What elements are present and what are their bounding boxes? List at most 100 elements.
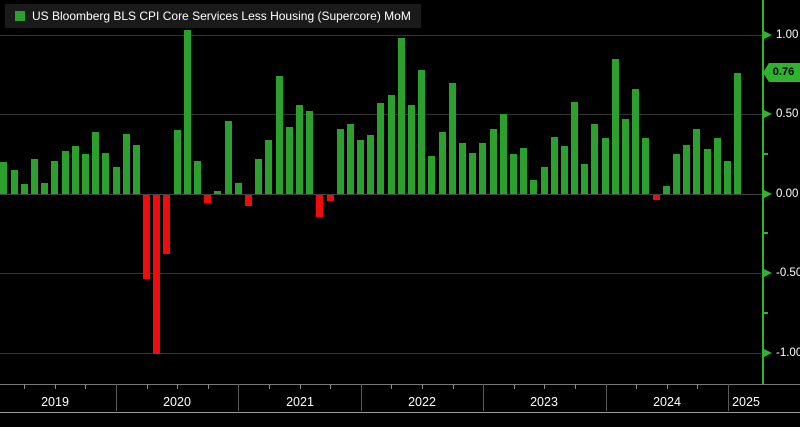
bar-2020-03 [143,195,151,279]
bar-2019-04 [31,159,38,194]
bar-2024-11 [713,138,721,194]
bar-2023-07 [550,137,558,194]
bar-2020-05 [163,195,171,254]
bar-2021-07 [306,111,314,194]
y-minor-tick [763,153,768,155]
bar-2019-10 [92,132,100,194]
bar-2020-07 [183,30,191,194]
bar-2022-06 [418,70,426,194]
year-label-2019: 2019 [41,395,69,409]
year-divider [116,384,117,411]
bar-2024-10 [703,149,711,194]
bar-2019-09 [81,154,89,194]
year-label-2024: 2024 [653,395,681,409]
bar-2021-11 [346,124,354,194]
quarter-tick [177,384,178,389]
bar-2019-08 [71,146,79,194]
gridline [0,273,763,274]
bar-2024-01 [611,59,619,194]
bar-2021-05 [285,127,293,194]
bar-2021-02 [255,159,263,194]
year-divider [361,384,362,411]
y-tick-arrow [764,190,772,198]
y-axis-label: -0.50 [776,267,800,279]
y-tick-arrow [764,269,772,277]
bar-2023-11 [591,124,599,194]
bar-2022-12 [479,143,487,194]
gridline [0,35,763,36]
bar-2019-02 [10,170,18,194]
bar-2021-10 [336,129,344,194]
bar-2021-04 [275,76,283,194]
bar-2024-05 [652,195,660,200]
bar-2019-01 [0,162,8,194]
quarter-tick [422,384,423,389]
bar-2022-07 [428,156,436,194]
y-tick-arrow [764,349,772,357]
year-label-2025: 2025 [732,395,760,409]
bar-2023-08 [560,146,568,194]
quarter-tick [24,384,25,389]
quarter-tick [208,384,209,389]
bar-2022-04 [397,38,405,194]
y-minor-tick [763,312,768,314]
bar-2023-05 [530,180,538,194]
bar-2024-03 [632,89,640,194]
bar-2022-11 [469,153,477,194]
bar-2021-08 [316,195,324,217]
bar-2024-08 [683,145,691,194]
year-label-2020: 2020 [163,395,191,409]
bar-2021-12 [357,140,364,194]
bar-2022-03 [387,95,395,194]
bar-2022-08 [438,132,446,194]
bar-2023-09 [571,102,578,194]
footer-separator [0,412,800,413]
year-divider [606,384,607,411]
quarter-tick [697,384,698,389]
y-axis-label: 0.50 [776,108,799,120]
bar-2022-10 [458,143,466,194]
y-axis-label: 0.00 [776,188,799,200]
y-axis-label: -1.00 [776,347,800,359]
bar-2024-09 [693,129,701,194]
bar-2019-12 [112,167,120,194]
bar-2022-01 [367,135,375,194]
bar-2020-02 [132,145,140,194]
bar-2020-04 [153,195,161,354]
bar-2020-06 [173,130,181,194]
quarter-tick [453,384,454,389]
bar-2020-01 [122,134,130,194]
zero-gridline [0,194,763,195]
series-label: US Bloomberg BLS CPI Core Services Less … [32,9,411,23]
bar-2022-09 [448,83,456,194]
bar-2021-01 [245,195,252,206]
x-axis-line [0,384,800,385]
bar-2024-02 [622,119,629,194]
quarter-tick [269,384,270,389]
bar-2021-06 [295,105,303,194]
bar-2021-03 [265,140,273,194]
bar-2023-02 [499,114,507,194]
bar-2021-09 [326,195,334,201]
bar-2020-11 [224,121,232,194]
footer: CSXHSPCM Index (US Bloomberg BLS CPI Cor… [0,414,800,427]
quarter-tick [544,384,545,389]
quarter-tick [636,384,637,389]
year-divider [728,384,729,411]
quarter-tick [147,384,148,389]
bar-2024-07 [672,154,680,194]
quarter-tick [300,384,301,389]
quarter-tick [575,384,576,389]
gridline [0,353,763,354]
bar-2023-10 [581,164,589,194]
bar-2023-03 [509,154,517,194]
series-swatch-icon [15,11,25,21]
quarter-tick [514,384,515,389]
last-value-badge: 0.76 [763,63,800,82]
year-label-2023: 2023 [530,395,558,409]
bar-2024-04 [642,138,650,194]
bar-2019-03 [20,184,28,194]
quarter-tick [330,384,331,389]
chart-legend-item[interactable]: US Bloomberg BLS CPI Core Services Less … [5,4,421,28]
